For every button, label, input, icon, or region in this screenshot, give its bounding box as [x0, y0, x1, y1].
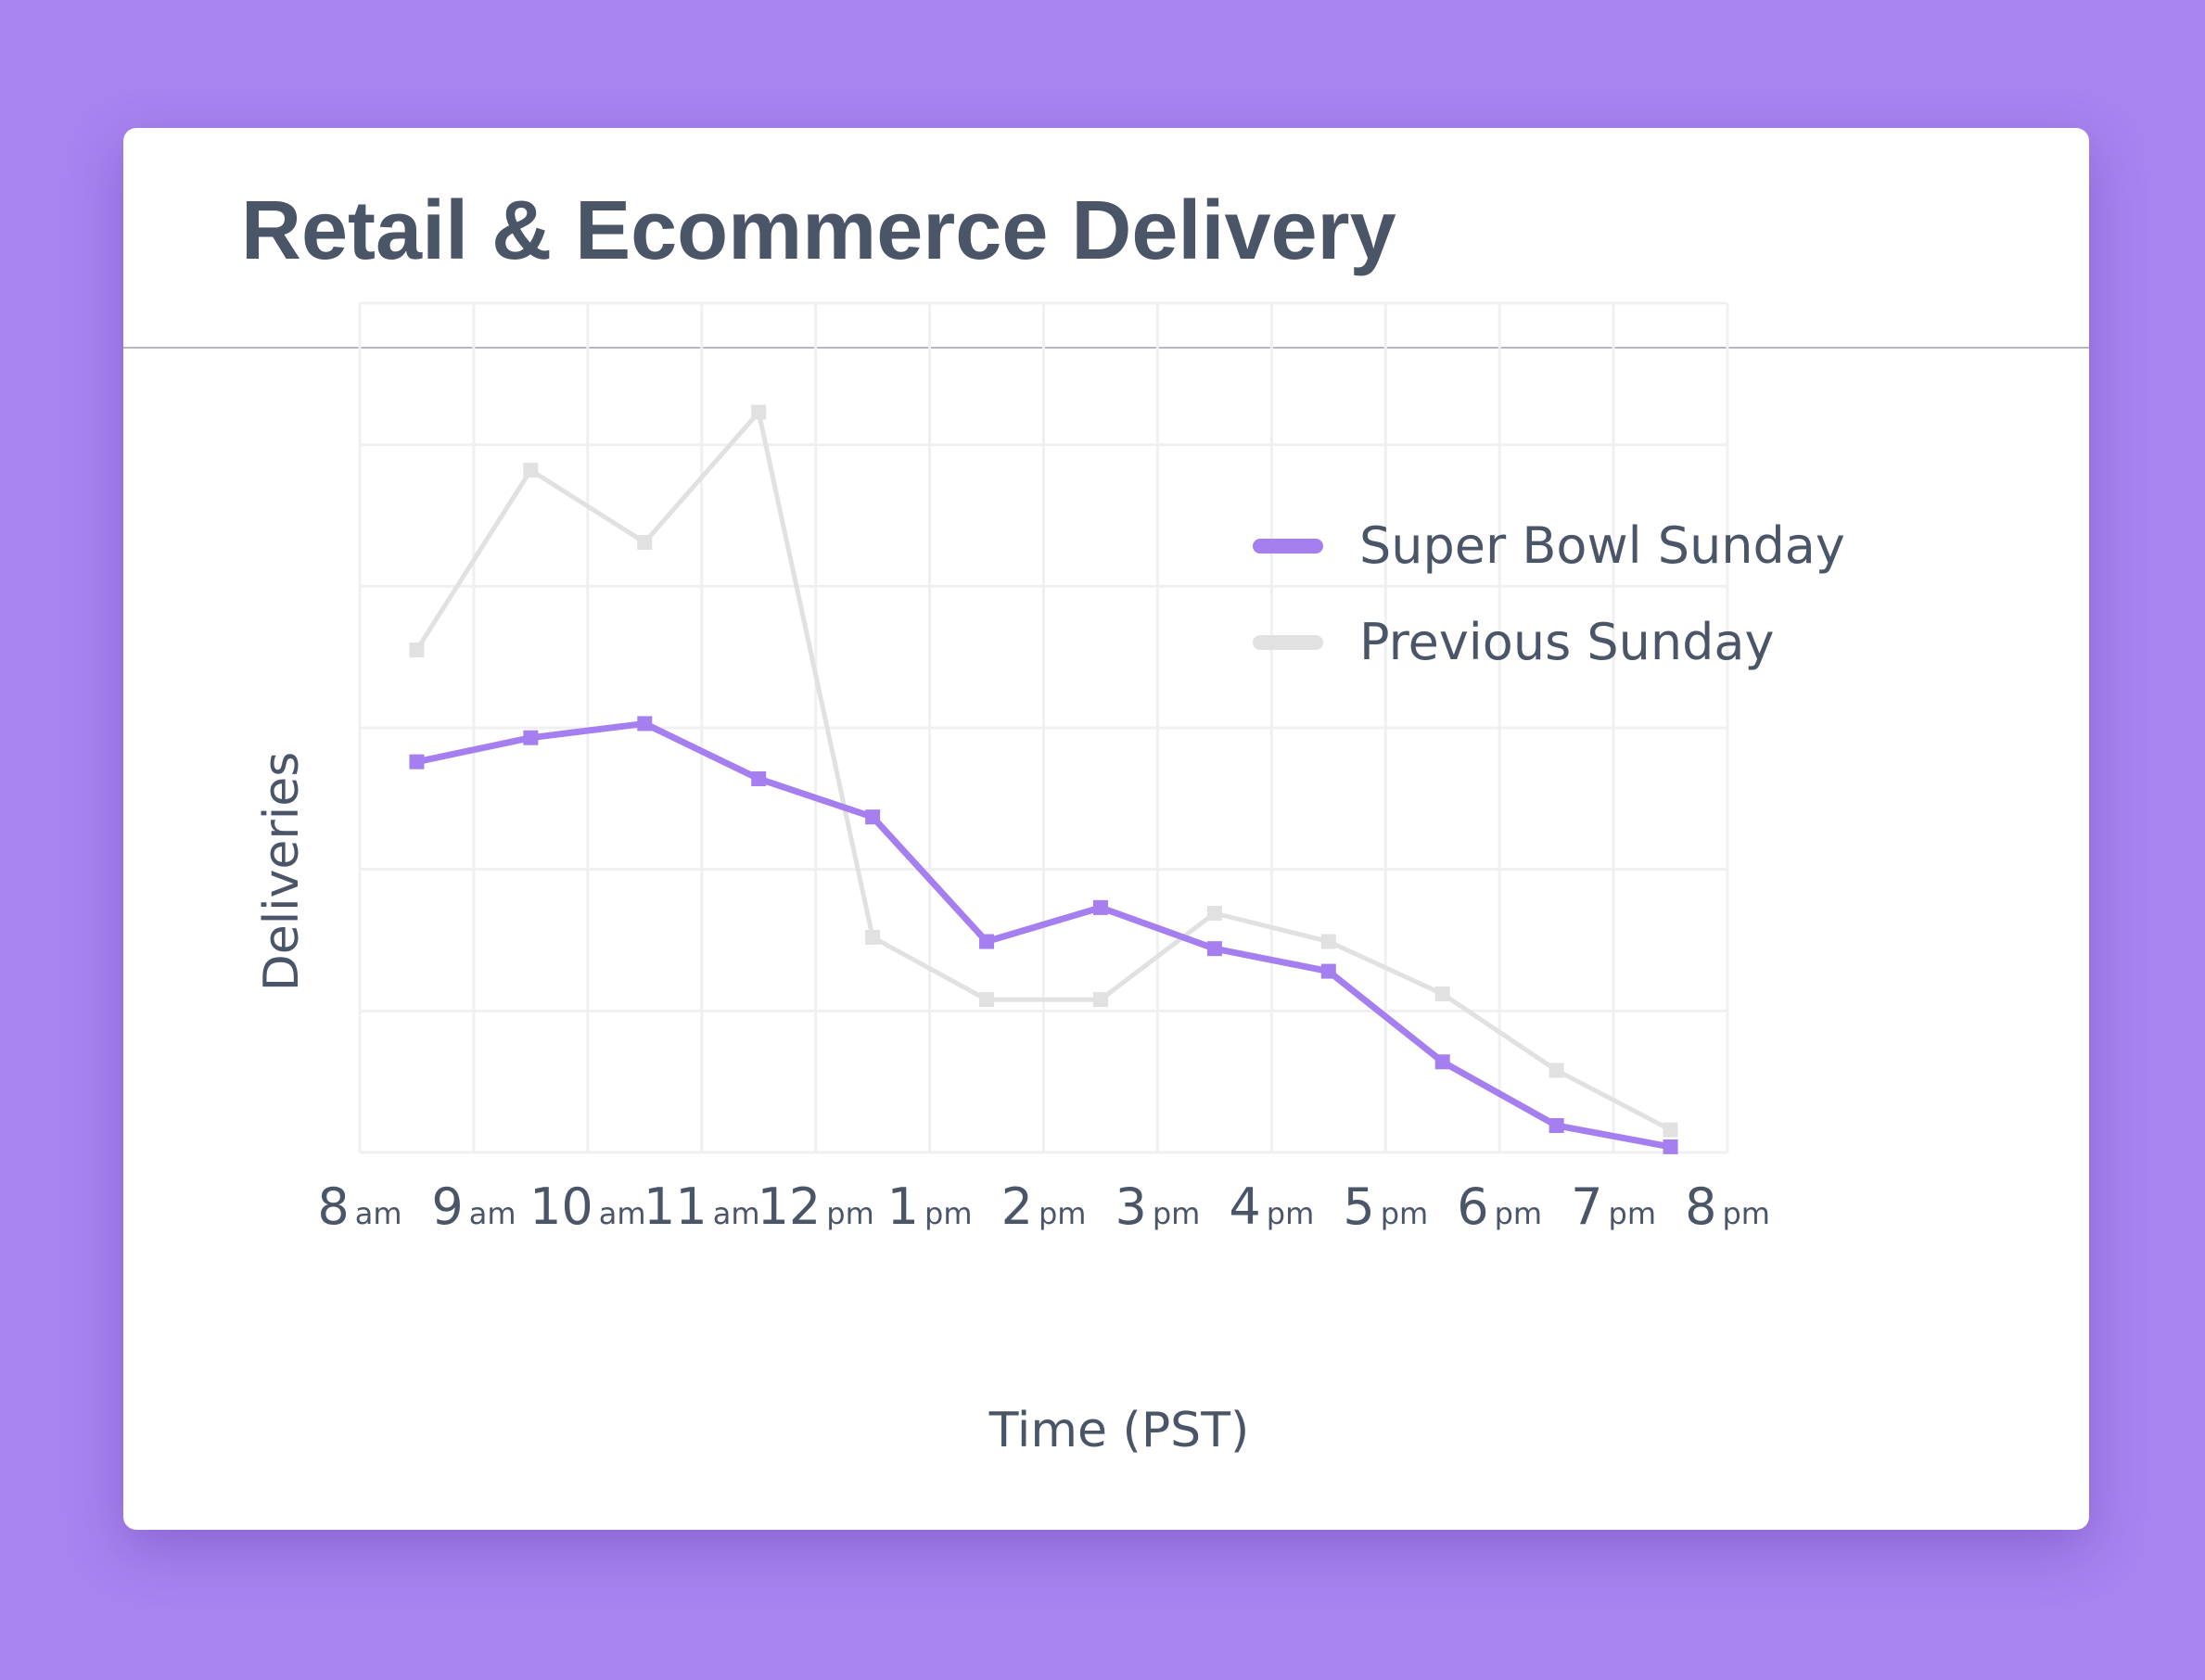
x-tick-label: 5 pm: [1343, 1177, 1428, 1236]
chart-grid: [358, 301, 1729, 1154]
chart-title: Retail & Ecommerce Delivery: [241, 185, 1396, 277]
data-point: [1092, 899, 1108, 915]
chart-card: Retail & Ecommerce Delivery 8 am 9 am 10 am 11…: [123, 128, 2089, 1530]
x-tick-label: 9 am: [431, 1177, 516, 1236]
data-point: [1434, 986, 1450, 1002]
x-tick-unit: pm: [1495, 1196, 1542, 1231]
data-point: [409, 643, 425, 658]
x-tick-label: 7 pm: [1571, 1177, 1656, 1236]
data-point: [1663, 1139, 1678, 1154]
data-point: [1092, 992, 1108, 1008]
x-tick-number: 12: [758, 1177, 822, 1236]
x-tick-unit: pm: [1381, 1196, 1428, 1231]
x-tick-label: 6 pm: [1457, 1177, 1542, 1236]
x-tick-unit: am: [713, 1196, 760, 1231]
data-point: [1320, 963, 1336, 979]
x-tick-label: 11 am: [644, 1177, 760, 1236]
data-point: [979, 992, 995, 1008]
x-tick-label: 8 am: [317, 1177, 401, 1236]
x-tick-label: 2 pm: [1001, 1177, 1087, 1236]
series-line: [414, 410, 1672, 1132]
chart-legend: Super Bowl Sunday Previous Sunday: [1253, 516, 1845, 671]
series-0: [409, 716, 1678, 1154]
data-point: [409, 754, 425, 770]
x-tick-label: 10 am: [529, 1177, 646, 1236]
x-tick-unit: am: [355, 1196, 402, 1231]
data-point: [637, 716, 653, 732]
data-point: [1434, 1054, 1450, 1070]
data-point: [751, 404, 767, 420]
x-tick-unit: pm: [1267, 1196, 1314, 1231]
legend-item: Previous Sunday: [1253, 613, 1774, 671]
data-point: [865, 929, 881, 945]
y-axis-label: Deliveries: [254, 752, 310, 992]
x-tick-number: 9: [431, 1177, 463, 1236]
x-tick-label: 1 pm: [887, 1177, 973, 1236]
data-point: [865, 809, 881, 825]
x-tick-number: 11: [644, 1177, 707, 1236]
x-tick-label: 4 pm: [1229, 1177, 1314, 1236]
x-tick-unit: am: [469, 1196, 516, 1231]
series-line: [415, 719, 1672, 1151]
data-point: [523, 463, 539, 478]
x-tick-number: 5: [1343, 1177, 1374, 1236]
x-tick-number: 8: [317, 1177, 349, 1236]
data-point: [979, 934, 995, 949]
x-tick-label: 3 pm: [1115, 1177, 1200, 1236]
x-tick-unit: pm: [1153, 1196, 1200, 1231]
x-tick-unit: pm: [1039, 1196, 1086, 1231]
data-point: [1549, 1117, 1564, 1133]
x-tick-unit: pm: [826, 1196, 873, 1231]
x-axis-label: Time (PST): [988, 1403, 1250, 1458]
x-tick-number: 7: [1571, 1177, 1602, 1236]
x-tick-number: 10: [529, 1177, 593, 1236]
data-point: [1549, 1063, 1564, 1078]
x-tick-number: 4: [1229, 1177, 1260, 1236]
series-1: [409, 404, 1678, 1138]
x-tick-number: 6: [1457, 1177, 1488, 1236]
x-tick-number: 8: [1685, 1177, 1716, 1236]
legend-label: Previous Sunday: [1359, 613, 1774, 671]
data-point: [751, 770, 767, 786]
x-tick-unit: pm: [1609, 1196, 1656, 1231]
x-tick-unit: am: [599, 1196, 646, 1231]
x-tick-label: 12 pm: [758, 1177, 874, 1236]
x-tick-number: 3: [1115, 1177, 1146, 1236]
legend-item: Super Bowl Sunday: [1253, 516, 1845, 575]
data-point: [1206, 941, 1222, 957]
data-point: [1320, 934, 1336, 949]
x-tick-unit: pm: [1722, 1196, 1769, 1231]
legend-label: Super Bowl Sunday: [1359, 516, 1845, 575]
x-tick-number: 1: [887, 1177, 919, 1236]
x-tick-label: 8 pm: [1685, 1177, 1770, 1236]
x-tick-number: 2: [1001, 1177, 1033, 1236]
data-point: [523, 730, 539, 745]
data-point: [637, 535, 653, 551]
card-header: Retail & Ecommerce Delivery: [123, 128, 2089, 349]
data-point: [1663, 1122, 1678, 1138]
x-tick-unit: pm: [924, 1196, 972, 1231]
chart-series: [409, 404, 1678, 1154]
data-point: [1206, 905, 1222, 921]
